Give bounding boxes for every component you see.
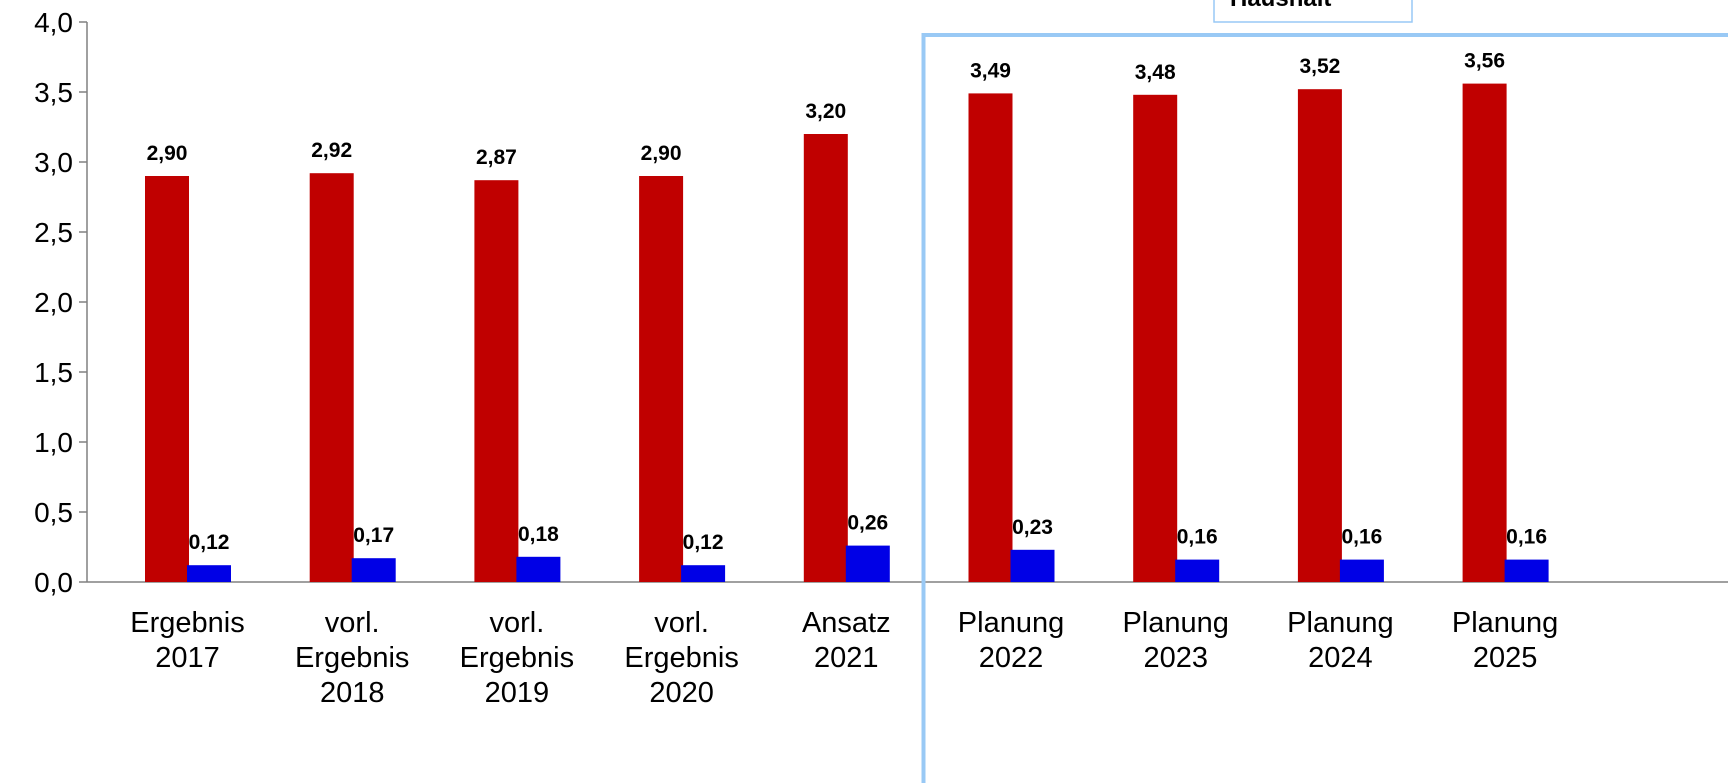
bar-red — [639, 176, 684, 582]
y-tick-label: 0,0 — [34, 567, 73, 598]
category-label: 2017 — [155, 642, 220, 674]
bar-blue — [351, 558, 396, 582]
bar-red — [309, 173, 354, 582]
category-label: 2020 — [649, 677, 714, 709]
category-labels: Ergebnis2017vorl.Ergebnis2018vorl.Ergebn… — [130, 607, 1558, 709]
bar-blue — [845, 545, 890, 582]
category-label: 2021 — [814, 642, 879, 674]
bar-blue — [187, 565, 231, 582]
data-label: 2,90 — [641, 142, 682, 165]
data-label: 0,17 — [353, 524, 394, 547]
category-label: Ergebnis — [460, 642, 574, 674]
bar-blue — [681, 565, 726, 582]
category-label: Planung — [958, 607, 1064, 639]
y-tick-label: 1,0 — [34, 427, 73, 458]
category-label: Planung — [1452, 607, 1558, 639]
data-label: 0,16 — [1177, 526, 1218, 549]
y-tick-label: 4,0 — [34, 7, 73, 38]
category-label: vorl. — [490, 607, 545, 639]
haushalt-callout-box — [1213, 0, 1413, 23]
category-label: vorl. — [654, 607, 709, 639]
y-tick-label: 3,0 — [34, 147, 73, 178]
bar-blue — [1504, 559, 1549, 582]
category-label: Ergebnis — [130, 607, 244, 639]
bar-red — [1297, 89, 1342, 582]
category-label: 2025 — [1473, 642, 1538, 674]
y-tick-label: 3,5 — [34, 77, 73, 108]
bar-red — [968, 93, 1013, 583]
data-label: 2,92 — [311, 139, 352, 162]
category-label: 2023 — [1143, 642, 1208, 674]
data-label: 2,90 — [147, 142, 188, 165]
category-label: 2019 — [485, 677, 550, 709]
planning-region-border — [921, 33, 1728, 783]
category-label: Planung — [1122, 607, 1228, 639]
bar-red — [1133, 94, 1178, 583]
data-label: 0,18 — [518, 523, 559, 546]
category-label: Ergebnis — [624, 642, 738, 674]
data-label: 0,12 — [189, 531, 230, 554]
bar-red — [803, 134, 848, 582]
bars — [145, 83, 1549, 583]
bar-blue — [1339, 559, 1384, 582]
planning-annotation: Haushalt — [921, 0, 1728, 783]
data-label: 0,16 — [1506, 526, 1547, 549]
data-label: 0,26 — [847, 512, 888, 535]
bar-blue — [1010, 549, 1055, 582]
data-label: 3,56 — [1464, 50, 1505, 73]
data-label: 0,12 — [683, 531, 724, 554]
category-label: Ergebnis — [295, 642, 409, 674]
data-label: 2,87 — [476, 146, 517, 169]
data-label: 0,16 — [1341, 526, 1382, 549]
axes: 0,0 0,5 1,0 1,5 2,0 2,5 3,0 3,5 4,0 — [34, 7, 1728, 598]
y-tick-label: 0,5 — [34, 497, 73, 528]
haushalt-callout-text: Haushalt — [1230, 0, 1331, 12]
y-tick-label: 1,5 — [34, 357, 73, 388]
category-label: 2018 — [320, 677, 385, 709]
category-label: 2022 — [979, 642, 1044, 674]
category-label: 2024 — [1308, 642, 1373, 674]
data-label: 3,20 — [805, 100, 846, 123]
category-label: Planung — [1287, 607, 1393, 639]
bar-red — [1462, 83, 1507, 582]
bar-red — [474, 180, 519, 582]
category-label: Ansatz — [802, 607, 891, 639]
bar-red — [145, 176, 189, 582]
data-label: 0,23 — [1012, 516, 1053, 539]
bar-blue — [1175, 559, 1220, 582]
data-label: 3,52 — [1299, 55, 1340, 78]
y-tick-label: 2,0 — [34, 287, 73, 318]
category-label: vorl. — [325, 607, 380, 639]
bar-blue — [516, 556, 561, 582]
data-labels: 2,90 0,12 2,92 0,17 2,87 0,18 2,90 0,12 3,20 0,26… — [147, 50, 1547, 555]
data-label: 3,49 — [970, 59, 1011, 82]
y-tick-label: 2,5 — [34, 217, 73, 248]
data-label: 3,48 — [1135, 61, 1176, 84]
